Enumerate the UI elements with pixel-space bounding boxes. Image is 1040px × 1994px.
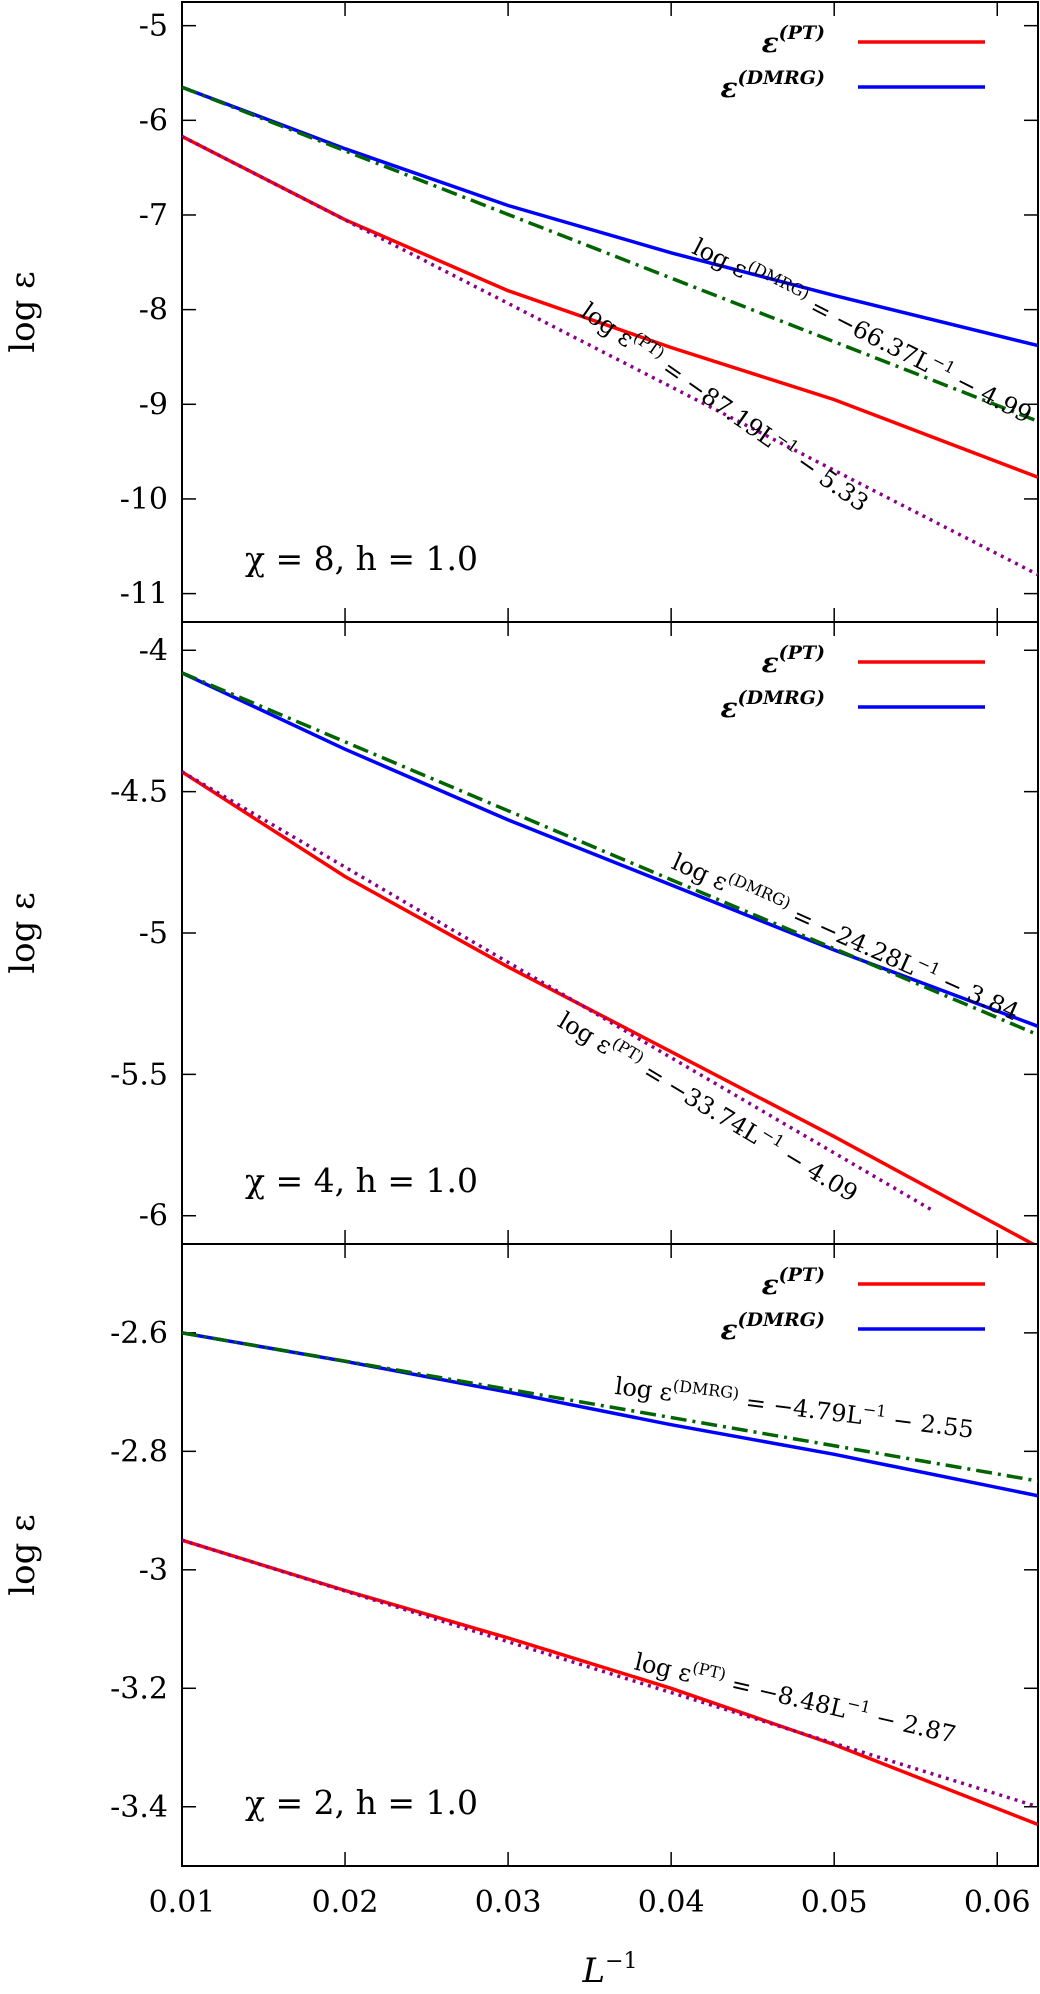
series-line--pt- xyxy=(182,770,1037,1244)
y-tick-label: -6 xyxy=(139,1199,168,1234)
legend-label: ε(PT) xyxy=(762,1264,825,1301)
y-tick-label: -3 xyxy=(139,1553,168,1588)
y-tick-label: -6 xyxy=(139,103,168,138)
y-tick-label: -3.2 xyxy=(110,1671,168,1706)
panel-2: -4 -4.5 -5 -5.5 -6 ε(PT) ε(DMRG) χ = 4, h = 1.0… xyxy=(3,621,1039,1245)
legend-label: ε(DMRG) xyxy=(720,67,825,104)
x-tick-label: 0.01 xyxy=(149,1885,216,1920)
series-line-fit-dmrg xyxy=(182,85,1038,423)
x-tick-label: 0.04 xyxy=(638,1885,705,1920)
y-axis-label: log ε xyxy=(3,892,43,974)
y-tick-label: -8 xyxy=(139,293,168,328)
panel-3: -2.6 -2.8 -3 -3.2 -3.4 0.01 0.02 0.03 0.04 0.05 0.… xyxy=(3,1243,1039,1920)
x-tick-label: 0.03 xyxy=(475,1885,542,1920)
y-tick-label: -3.4 xyxy=(110,1790,168,1825)
chart-panels: -5 -6 -7 -8 -9 -10 -11 ε(PT) ε(DMRG) χ = 8, h = 1… xyxy=(3,1,1039,1920)
y-tick-label: -10 xyxy=(120,482,168,517)
series-line-fit-pt xyxy=(182,134,1038,577)
series-line--dmrg- xyxy=(182,85,1038,348)
fit-annotation: log ε(PT) = −33.74L−1 − 4.09 xyxy=(553,1004,864,1208)
y-tick-label: -2.8 xyxy=(110,1434,168,1469)
x-axis-label: L−1 xyxy=(581,1949,637,1991)
series-line--pt- xyxy=(182,1538,1038,1827)
panel-label: χ = 2, h = 1.0 xyxy=(245,1783,478,1822)
y-tick-label: -4.5 xyxy=(110,775,168,810)
y-tick-label: -5.5 xyxy=(110,1057,168,1092)
series-line-fit-pt xyxy=(182,1538,1038,1809)
legend-label: ε(DMRG) xyxy=(720,1309,825,1346)
y-tick-label: -7 xyxy=(139,198,168,233)
x-tick-label: 0.06 xyxy=(964,1885,1031,1920)
x-tick-label: 0.05 xyxy=(801,1885,868,1920)
plot-frame xyxy=(181,1243,1039,1867)
y-tick-label: -5 xyxy=(139,9,168,44)
y-tick-label: -4 xyxy=(139,633,168,668)
y-axis-label: log ε xyxy=(3,271,43,353)
plot-frame xyxy=(181,621,1039,1245)
panel-label: χ = 4, h = 1.0 xyxy=(245,1161,478,1200)
fit-annotation: log ε(DMRG) = −24.28L−1 − 3.84 xyxy=(668,845,1025,1027)
legend-label: ε(PT) xyxy=(762,22,825,59)
panel-label: χ = 8, h = 1.0 xyxy=(245,539,478,578)
x-tick-label: 0.02 xyxy=(312,1885,379,1920)
fit-annotation: log ε(DMRG) = −66.37L−1 − 4.99 xyxy=(688,230,1038,429)
panel-1: -5 -6 -7 -8 -9 -10 -11 ε(PT) ε(DMRG) χ = 8, h = 1… xyxy=(3,1,1039,623)
series-line-fit-pt xyxy=(182,770,933,1212)
y-tick-label: -5 xyxy=(139,916,168,951)
y-tick-label: -11 xyxy=(120,577,168,612)
y-tick-label: -2.6 xyxy=(110,1316,168,1351)
fit-annotation: log ε(DMRG) = −4.79L−1 − 2.55 xyxy=(613,1369,975,1444)
legend-label: ε(PT) xyxy=(762,642,825,679)
y-tick-label: -9 xyxy=(139,387,168,422)
series-line--pt- xyxy=(182,134,1038,479)
series-line-fit-dmrg xyxy=(182,1331,1038,1483)
legend-label: ε(DMRG) xyxy=(720,687,825,724)
y-axis-label: log ε xyxy=(3,1514,43,1596)
